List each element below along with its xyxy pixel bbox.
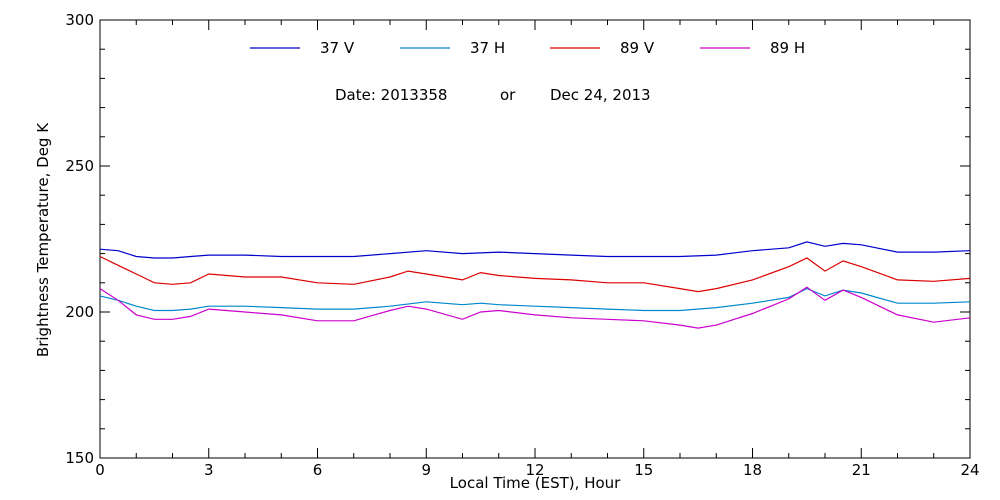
x-tick-label: 15 [634, 461, 653, 479]
x-tick-label: 3 [204, 461, 214, 479]
legend-label: 89 V [620, 39, 655, 57]
series-line-37-h [99, 287, 971, 312]
series-line-89-h [99, 286, 971, 329]
legend-label: 37 H [470, 39, 505, 57]
x-tick-label: 6 [313, 461, 323, 479]
x-tick-label: 12 [525, 461, 544, 479]
plot-frame [99, 19, 971, 459]
legend-label: 37 V [320, 39, 355, 57]
x-axis-label: Local Time (EST), Hour [450, 474, 621, 492]
date-text: Dec 24, 2013 [550, 86, 651, 104]
legend: 37 V 37 H 89 V 89 H [250, 39, 805, 57]
y-tick-label: 150 [65, 449, 94, 467]
date-or-label: or [500, 86, 516, 104]
x-tick-label: 9 [421, 461, 431, 479]
y-tick-label: 200 [65, 303, 94, 321]
date-label: Date: 2013358 [335, 86, 447, 104]
y-axis-label: Brightness Temperature, Deg K [34, 122, 52, 357]
x-axis-ticks: 0 3 6 9 12 15 18 21 24 [95, 20, 980, 479]
x-tick-label: 18 [743, 461, 762, 479]
x-tick-label: 24 [960, 461, 979, 479]
x-tick-label: 0 [95, 461, 105, 479]
x-tick-label: 21 [852, 461, 871, 479]
series-line-89-v [99, 255, 971, 293]
series-lines [99, 241, 971, 329]
y-axis-ticks: 150 200 250 300 [65, 11, 970, 467]
legend-label: 89 H [770, 39, 805, 57]
y-tick-label: 250 [65, 157, 94, 175]
series-line-37-v [99, 241, 971, 259]
y-tick-label: 300 [65, 11, 94, 29]
